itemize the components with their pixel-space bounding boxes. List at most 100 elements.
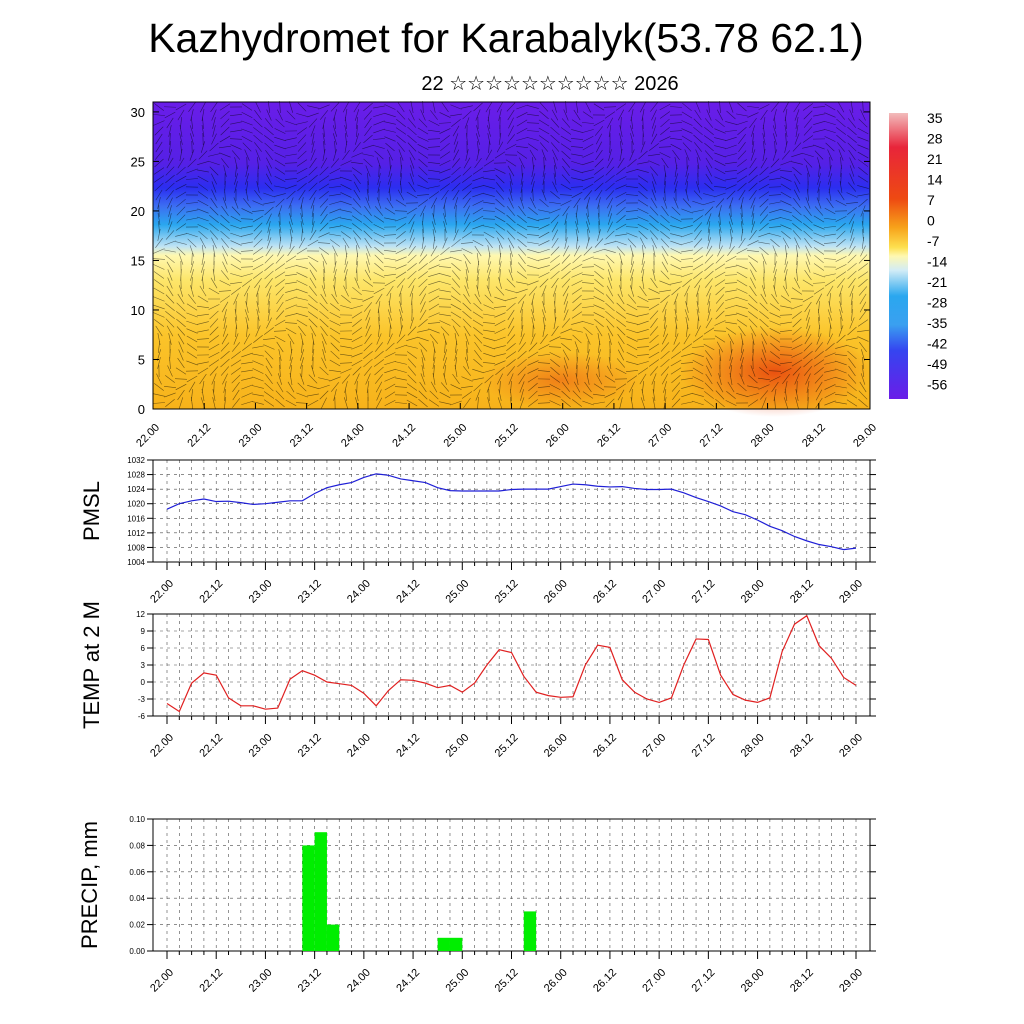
x-tick-label: 26.12 <box>591 578 619 606</box>
x-tick-label: 25.00 <box>441 422 469 450</box>
x-tick-label: 28.00 <box>739 732 767 760</box>
colorbar-label: -42 <box>927 336 947 352</box>
x-tick-label: 29.00 <box>837 578 865 606</box>
x-tick-label: 27.00 <box>640 732 668 760</box>
x-tick-label: 28.00 <box>739 967 767 995</box>
x-tick-label: 25.12 <box>493 578 521 606</box>
colorbar-label: 21 <box>927 151 943 167</box>
x-tick-label: 27.00 <box>640 578 668 606</box>
y-tick-label: -3 <box>138 695 146 704</box>
x-tick-label: 25.12 <box>493 422 521 450</box>
colorbar-label: -35 <box>927 315 947 331</box>
y-tick-label: 9 <box>141 627 146 636</box>
x-tick-label: 26.12 <box>591 967 619 995</box>
y-tick-label: 0.10 <box>129 815 145 824</box>
precip-bar <box>314 832 327 951</box>
colorbar-label: -49 <box>927 356 947 372</box>
x-tick-label: 25.00 <box>443 732 471 760</box>
colorbar-label: -7 <box>927 233 940 249</box>
x-tick-label: 25.00 <box>443 967 471 995</box>
y-tick-label: 0.00 <box>129 947 145 956</box>
gridlines <box>153 818 870 952</box>
precip-panel: 0.00 0.02 0.04 0.06 0.08 0.10 PRECIP, mm 22.00 2… <box>77 815 876 995</box>
x-tick-label: 25.12 <box>493 732 521 760</box>
warm-core <box>480 352 640 408</box>
y-tick-label: 1004 <box>127 558 145 567</box>
precip-bar <box>302 845 315 951</box>
x-tick-label: 23.12 <box>296 732 324 760</box>
colorbar-label: -28 <box>927 295 947 311</box>
colorbar-label: -14 <box>927 254 947 270</box>
y-tick-label: 3 <box>141 661 146 670</box>
x-tick-label: 28.12 <box>788 578 816 606</box>
x-tick-label: 27.12 <box>690 578 718 606</box>
chart-title: Kazhydromet for Karabalyk(53.78 62.1) <box>148 15 864 61</box>
y-tick-label: 12 <box>136 610 145 619</box>
x-tick-label: 22.12 <box>185 422 213 450</box>
pmsl-panel: 1004 1008 1012 1016 1020 1024 1028 1032 PMSL 22.0… <box>79 456 876 606</box>
x-tick-label: 23.12 <box>296 967 324 995</box>
x-tick-label: 27.00 <box>646 422 674 450</box>
x-tick-label: 28.00 <box>749 422 777 450</box>
y-tick-label: 0.06 <box>129 868 145 877</box>
x-tick-label: 22.12 <box>197 967 225 995</box>
y-tick-label: 1020 <box>127 500 145 509</box>
x-tick-label: 28.12 <box>788 732 816 760</box>
y-tick-label: 0 <box>138 402 145 417</box>
x-tick-label: 23.12 <box>288 422 316 450</box>
x-tick-label: 28.12 <box>800 422 828 450</box>
gridlines <box>153 459 870 563</box>
wind-barbs <box>152 100 869 410</box>
x-tick-label: 27.12 <box>698 422 726 450</box>
y-tick-label: 15 <box>131 253 145 268</box>
y-tick-label: 10 <box>131 303 145 318</box>
colorbar-label: 0 <box>927 213 935 229</box>
x-tick-label: 24.00 <box>345 732 373 760</box>
precip-bar <box>449 937 463 951</box>
y-tick-label: 0.02 <box>129 921 145 930</box>
y-tick-label: 1008 <box>127 543 145 552</box>
colorbar-label: -56 <box>927 377 947 393</box>
x-tick-label: 23.00 <box>247 967 275 995</box>
cross-section-panel: 0 5 10 15 20 25 30 22.00 22.12 23.00 23.12 24.00 24.… <box>131 100 947 450</box>
y-tick-label: 1016 <box>127 514 145 523</box>
chart-subtitle: 22 ☆☆☆☆☆☆☆☆☆☆ 2026 <box>421 73 679 95</box>
x-tick-label: 26.12 <box>595 422 623 450</box>
gridlines <box>153 613 870 717</box>
x-tick-label: 22.00 <box>148 578 176 606</box>
x-tick-label: 24.12 <box>394 967 422 995</box>
x-tick-label: 27.12 <box>690 967 718 995</box>
x-tick-label: 24.00 <box>345 967 373 995</box>
y-axis-title: PRECIP, mm <box>77 821 102 949</box>
y-tick-label: 1028 <box>127 471 145 480</box>
y-tick-label: 20 <box>131 204 145 219</box>
x-tick-label: 22.00 <box>134 422 162 450</box>
x-tick-label: 29.00 <box>837 967 865 995</box>
x-tick-label: 25.00 <box>443 578 471 606</box>
series-line <box>166 614 857 713</box>
y-axis-title: PMSL <box>79 481 104 541</box>
precip-bar <box>437 937 450 951</box>
colorbar <box>889 113 908 399</box>
x-tick-label: 22.00 <box>148 967 176 995</box>
x-tick-label: 26.00 <box>542 578 570 606</box>
x-tick-label: 26.00 <box>544 422 572 450</box>
y-tick-label: 25 <box>131 154 145 169</box>
y-tick-label: 1032 <box>127 456 145 465</box>
precip-bar <box>326 924 340 951</box>
x-tick-label: 25.12 <box>493 967 521 995</box>
y-tick-label: 0.08 <box>129 841 145 850</box>
x-tick-label: 26.00 <box>542 732 570 760</box>
colorbar-label: 14 <box>927 172 943 188</box>
warm-core <box>680 327 870 417</box>
y-tick-label: 0.04 <box>129 894 145 903</box>
x-tick-label: 28.00 <box>739 578 767 606</box>
y-axis-title: TEMP at 2 M <box>79 601 104 729</box>
x-tick-label: 24.00 <box>339 422 367 450</box>
x-tick-label: 29.00 <box>837 732 865 760</box>
x-tick-label: 27.00 <box>640 967 668 995</box>
y-tick-label: 1012 <box>127 529 145 538</box>
y-tick-label: -6 <box>138 712 146 721</box>
x-tick-label: 22.12 <box>197 732 225 760</box>
precip-bar <box>523 911 537 951</box>
